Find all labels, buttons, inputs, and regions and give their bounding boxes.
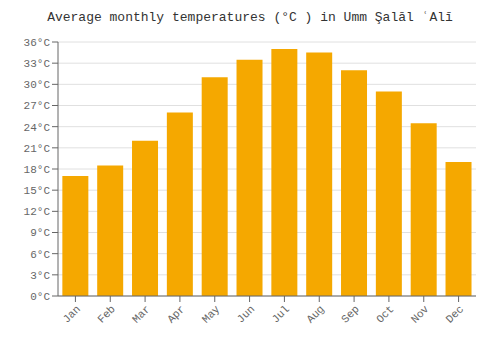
svg-text:Jul: Jul — [270, 303, 292, 325]
svg-text:30°C: 30°C — [24, 79, 51, 91]
html-text:Average monthly temperatures (: Average monthly temperatures (°C ) in Um… — [47, 10, 453, 25]
svg-text:Jun: Jun — [235, 303, 257, 325]
svg-text:18°C: 18°C — [24, 164, 51, 176]
svg-text:21°C: 21°C — [24, 143, 51, 155]
svg-text:Feb: Feb — [95, 303, 117, 325]
svg-text:33°C: 33°C — [24, 58, 51, 70]
svg-text:27°C: 27°C — [24, 100, 51, 112]
svg-text:9°C: 9°C — [30, 227, 50, 239]
svg-text:36°C: 36°C — [24, 37, 51, 49]
svg-text:0°C: 0°C — [30, 291, 50, 303]
svg-text:Nov: Nov — [409, 303, 432, 326]
svg-text:Dec: Dec — [444, 303, 466, 325]
svg-text:May: May — [200, 303, 223, 326]
svg-text:24°C: 24°C — [24, 122, 51, 134]
svg-text:Aug: Aug — [304, 303, 326, 325]
svg-text:Apr: Apr — [165, 303, 187, 325]
svg-text:Mar: Mar — [130, 303, 152, 325]
svg-text:3°C: 3°C — [30, 270, 50, 282]
svg-text:15°C: 15°C — [24, 185, 51, 197]
svg-text:Sep: Sep — [339, 303, 361, 325]
svg-text:Jan: Jan — [61, 303, 83, 325]
svg-text:6°C: 6°C — [30, 249, 50, 261]
svg-text:Oct: Oct — [374, 303, 396, 325]
svg-text:12°C: 12°C — [24, 206, 51, 218]
